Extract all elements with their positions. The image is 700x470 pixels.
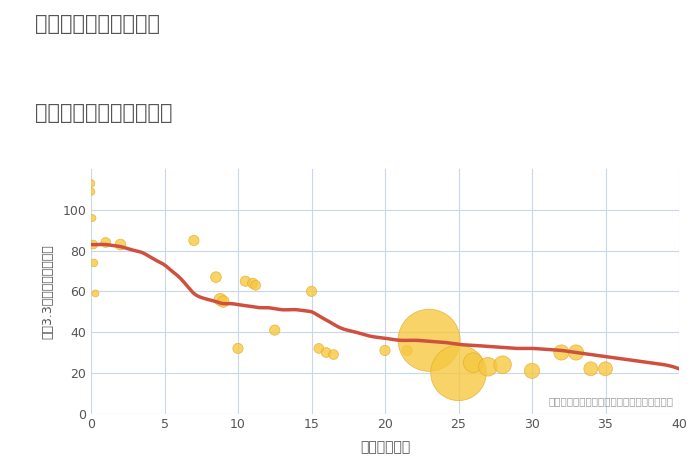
Point bbox=[497, 361, 508, 368]
Point bbox=[600, 365, 611, 373]
Point bbox=[321, 349, 332, 356]
Point bbox=[570, 349, 582, 356]
Point bbox=[100, 239, 111, 246]
Point bbox=[218, 298, 229, 306]
Point bbox=[328, 351, 340, 358]
Point bbox=[250, 282, 261, 289]
Point bbox=[247, 280, 258, 287]
Point bbox=[306, 288, 317, 295]
Point bbox=[239, 277, 251, 285]
Point bbox=[232, 345, 244, 352]
Point bbox=[314, 345, 325, 352]
Point bbox=[210, 274, 221, 281]
Point bbox=[85, 188, 97, 196]
Point bbox=[115, 241, 126, 248]
Point bbox=[215, 296, 226, 303]
Point bbox=[188, 237, 199, 244]
Y-axis label: 坪（3.3㎡）単価（万円）: 坪（3.3㎡）単価（万円） bbox=[41, 244, 54, 339]
Point bbox=[87, 214, 98, 222]
Point bbox=[85, 180, 97, 187]
Text: 築年数別中古戸建て価格: 築年数別中古戸建て価格 bbox=[35, 103, 172, 124]
Point bbox=[526, 367, 538, 375]
X-axis label: 築年数（年）: 築年数（年） bbox=[360, 440, 410, 454]
Point bbox=[402, 347, 413, 354]
Point bbox=[453, 369, 464, 376]
Point bbox=[88, 259, 99, 266]
Point bbox=[556, 349, 567, 356]
Point bbox=[585, 365, 596, 373]
Point bbox=[468, 359, 479, 367]
Point bbox=[379, 347, 391, 354]
Point bbox=[482, 363, 493, 370]
Point bbox=[90, 290, 101, 297]
Point bbox=[88, 241, 99, 248]
Point bbox=[269, 326, 280, 334]
Point bbox=[424, 337, 435, 344]
Text: 兵庫県姫路市米屋町の: 兵庫県姫路市米屋町の bbox=[35, 14, 160, 34]
Text: 円の大きさは、取引のあった物件面積を示す: 円の大きさは、取引のあった物件面積を示す bbox=[548, 396, 673, 406]
